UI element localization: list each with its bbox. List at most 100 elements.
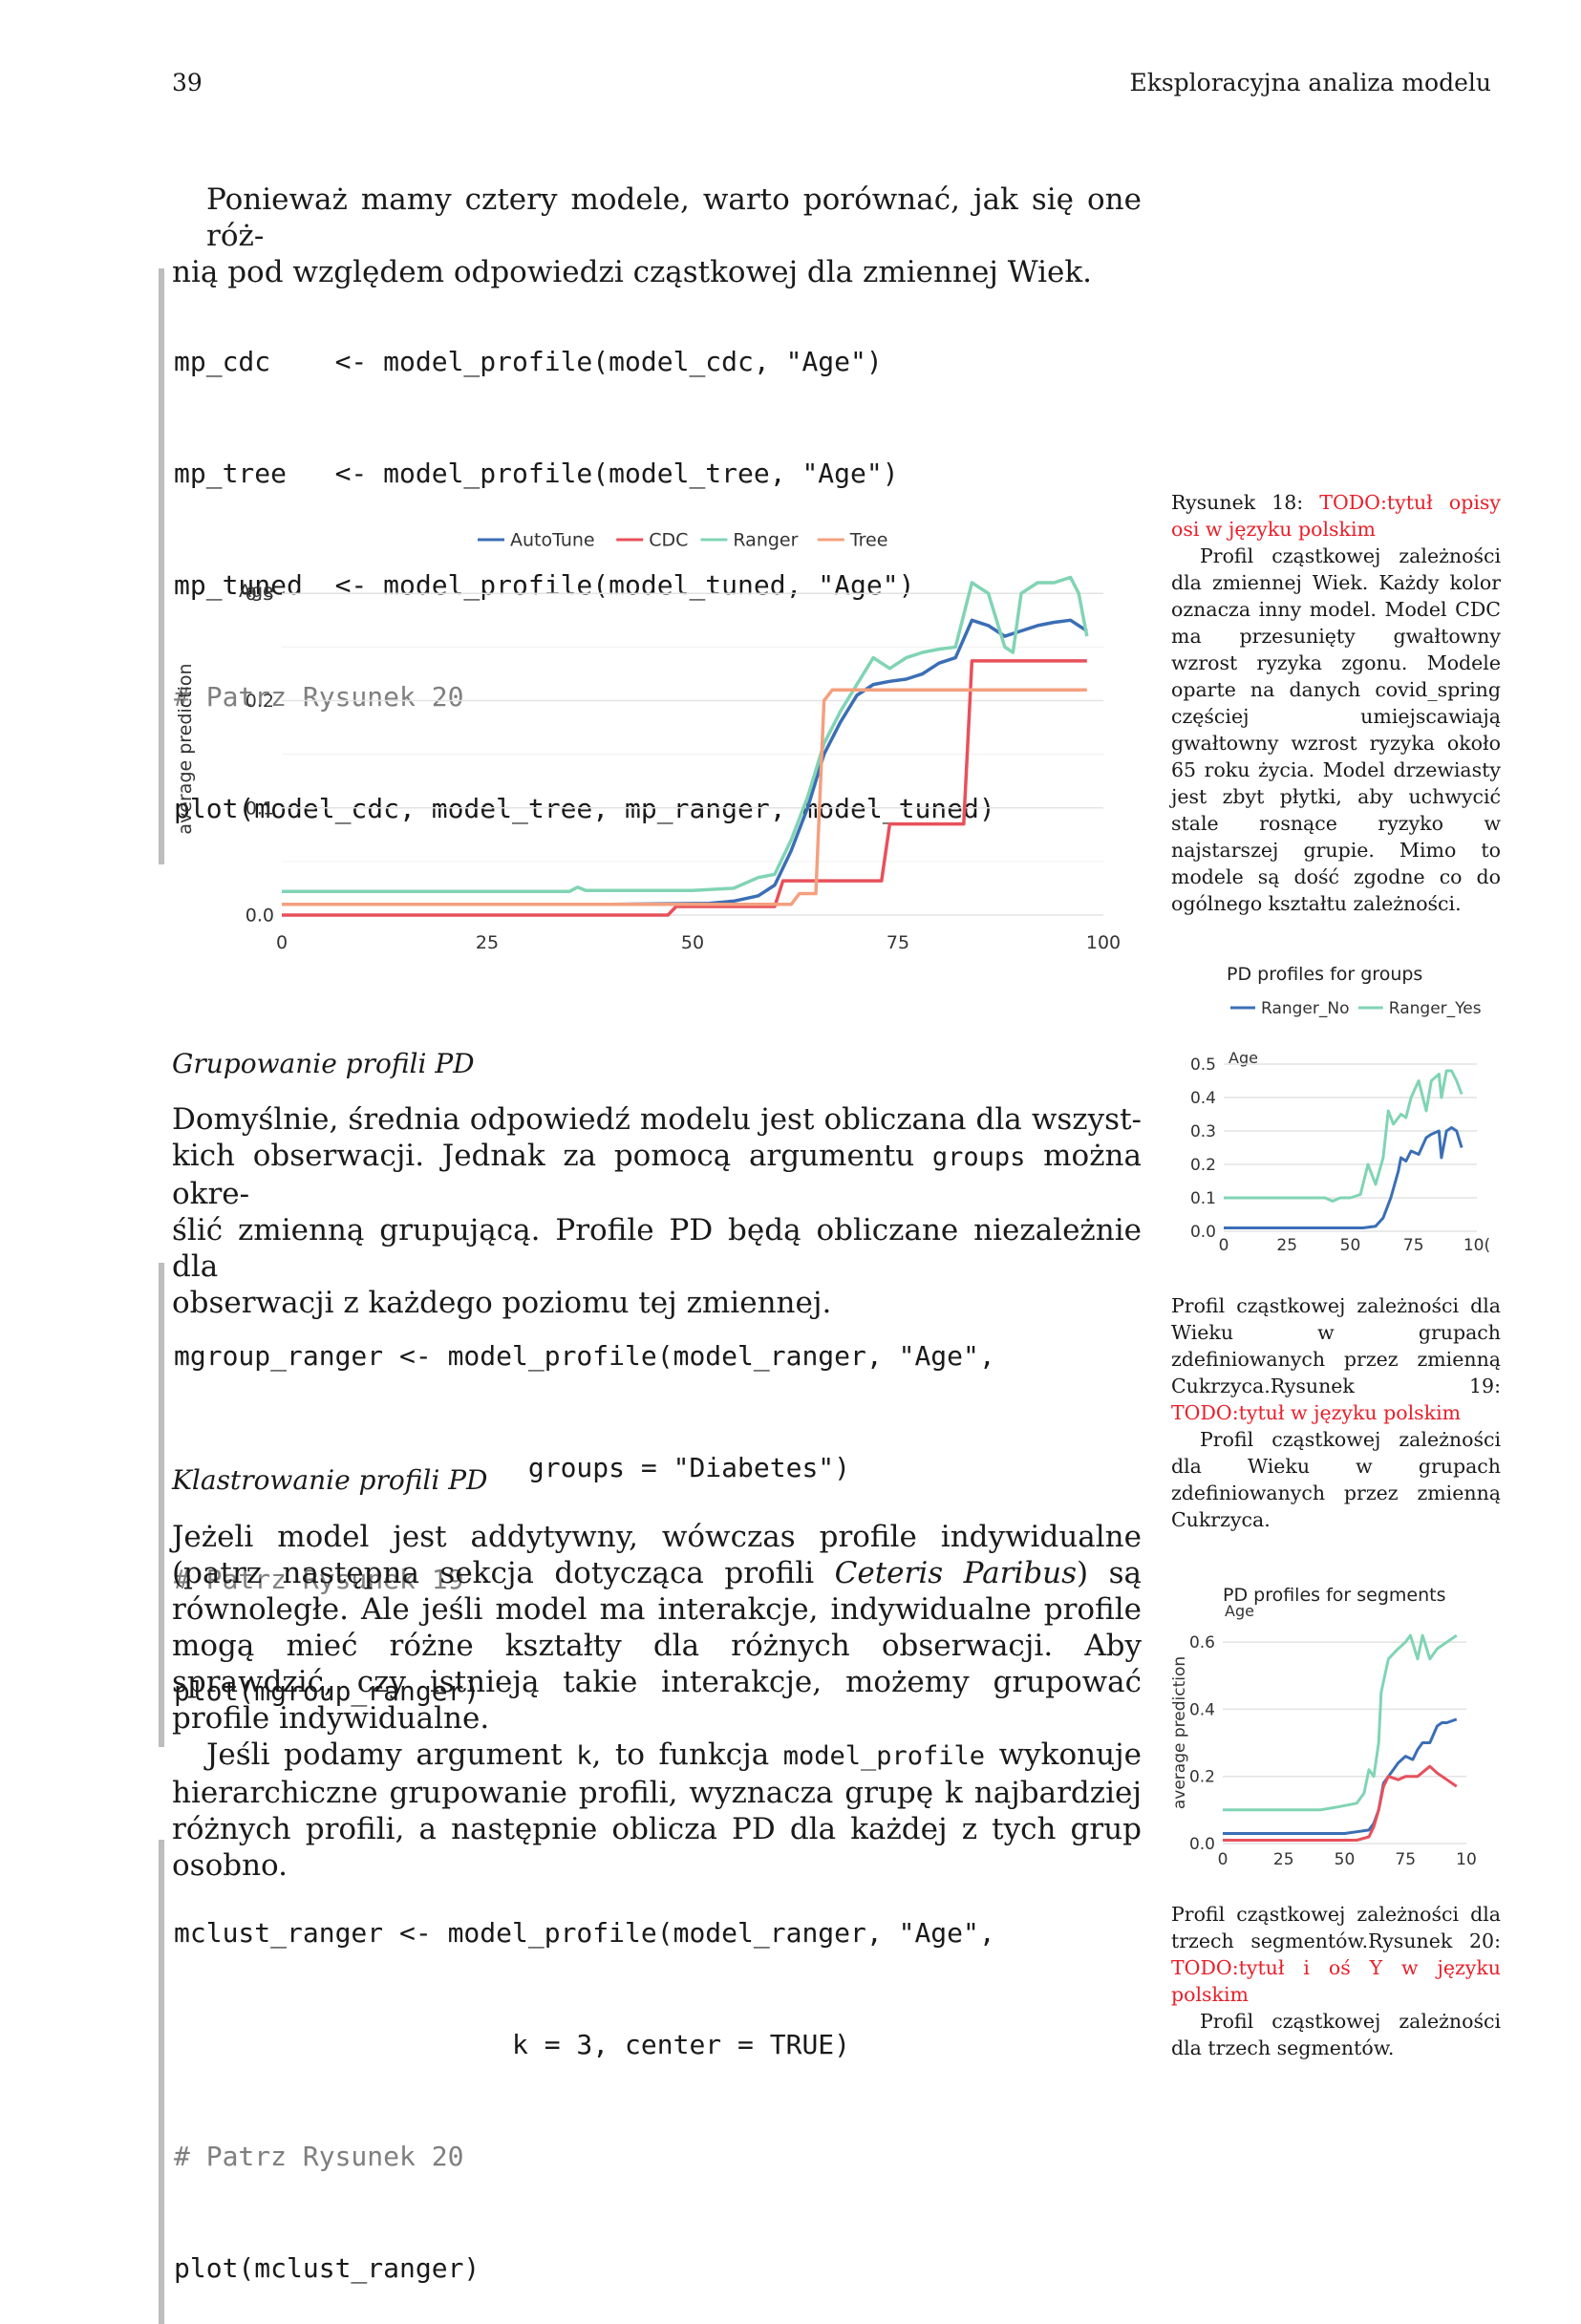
y-tick-label: 0.4 (1189, 1700, 1215, 1719)
groups-line-4: obserwacji z każdego poziomu tej zmienne… (172, 1286, 832, 1320)
intro-line-1: Ponieważ mamy cztery modele, warto porów… (206, 182, 1142, 253)
y-tick-label: 0.6 (1189, 1633, 1215, 1652)
chart-subtitle: Age (239, 581, 274, 602)
text: ) są równoległe. Ale jeśli model ma inte… (172, 1556, 1143, 1736)
y-tick-label: 0.1 (1190, 1189, 1216, 1208)
chart-title: PD profiles for segments (1223, 1585, 1445, 1606)
text: wykonuje hierarchiczne grupowanie profil… (172, 1738, 1142, 1883)
code-block-2: mgroup_ranger <- model_profile(model_ran… (159, 1263, 995, 1747)
figure-18-caption: Rysunek 18: TODO:tytuł opisy osi w język… (1171, 489, 1501, 917)
x-tick-label: 10( (1463, 1236, 1490, 1255)
x-tick-label: 75 (1403, 1236, 1424, 1255)
x-tick-label: 10 (1456, 1850, 1477, 1869)
caption-lead: Profil cząstkowej zależności dla trzech … (1171, 1903, 1501, 1952)
y-tick-label: 0.2 (1190, 1156, 1216, 1175)
series-line-ranger (282, 575, 1089, 894)
inline-code-k: k (576, 1741, 592, 1771)
intro-line-2: nią pod względem odpowiedzi cząstkowej d… (172, 255, 1092, 289)
caption-label: Rysunek 20: (1368, 1930, 1501, 1952)
chart-title: PD profiles for groups (1227, 964, 1422, 985)
pd-profile-chart-age: AutoTune CDC Ranger Tree Age 0.0 0.1 0.2 0.3 0 25 5… (175, 530, 1121, 950)
clusters-paragraph: Jeżeli model jest addytywny, wówczas pro… (172, 1519, 1142, 1884)
caption-label: Rysunek 18: (1171, 491, 1320, 514)
caption-label: Rysunek 19: (1270, 1375, 1501, 1397)
caption-body: Profil cząstkowej zależności dla trzech … (1171, 2010, 1501, 2059)
figure-19-caption: Profil cząstkowej zależności dla Wieku w… (1171, 1292, 1501, 1533)
code-line: mgroup_ranger <- model_profile(model_ran… (174, 1340, 995, 1372)
intro-paragraph: Ponieważ mamy cztery modele, warto porów… (172, 181, 1142, 290)
inline-code-model-profile: model_profile (782, 1741, 986, 1771)
groups-text: kich obserwacji. Jednak za pomocą argume… (172, 1139, 932, 1173)
series-line-segment-3 (1223, 1764, 1458, 1842)
code-line: k = 3, center = TRUE) (174, 2029, 851, 2060)
x-tick-label: 25 (476, 932, 499, 950)
section-title-groups: Grupowanie profili PD (172, 1048, 475, 1079)
code-line: plot(mclust_ranger) (174, 2252, 481, 2284)
x-tick-label: 0 (1219, 1236, 1229, 1255)
y-tick-label: 0.3 (246, 584, 274, 605)
caption-todo: TODO:tytuł i oś Y w języku polskim (1171, 1956, 1501, 2006)
y-tick-label: 0.0 (246, 906, 274, 927)
groups-line-1: Domyślnie, średnia odpowiedź modelu jest… (172, 1102, 1142, 1137)
series-line-ranger_no (1224, 1126, 1463, 1229)
y-tick-label: 0.0 (1190, 1223, 1216, 1242)
code-comment: # Patrz Rysunek 19 (174, 1564, 464, 1595)
text: Jeśli podamy argument (206, 1738, 577, 1772)
x-tick-label: 75 (887, 932, 909, 950)
y-tick-label: 0.5 (1190, 1055, 1216, 1075)
y-axis-label: average prediction (1170, 1656, 1189, 1809)
pd-profiles-groups-chart: PD profiles for groups Ranger_No Ranger_Ye… (1190, 964, 1490, 1255)
y-tick-label: 0.0 (1189, 1835, 1215, 1854)
x-tick-label: 100 (1086, 932, 1121, 950)
y-tick-label: 0.3 (1190, 1122, 1216, 1141)
groups-line-3: ślić zmienną grupującą. Profile PD będą … (172, 1213, 1142, 1284)
code-line: plot(mgroup_ranger) (174, 1675, 481, 1707)
legend-label: Ranger_No (1261, 999, 1350, 1018)
clusters-p1: Jeżeli model jest addytywny, wówczas pro… (172, 1519, 1142, 1737)
text: Jeżeli model jest addytywny, wówczas pro… (172, 1520, 1142, 1590)
x-tick-label: 50 (681, 932, 704, 950)
legend-label: AutoTune (510, 530, 595, 551)
code-block-1: mp_cdc <- model_profile(model_cdc, "Age"… (159, 268, 995, 864)
caption-lead: Profil cząstkowej zależności dla Wieku w… (1171, 1294, 1501, 1397)
legend-label: CDC (649, 530, 688, 551)
italic-term: Ceteris Paribus (834, 1556, 1078, 1590)
code-line: groups = "Diabetes") (174, 1452, 851, 1483)
x-tick-label: 50 (1335, 1850, 1356, 1869)
x-tick-label: 0 (276, 932, 288, 950)
series-line-autotune (282, 618, 1088, 906)
y-tick-label: 0.2 (246, 691, 274, 712)
y-tick-label: 0.4 (1190, 1089, 1216, 1108)
x-tick-label: 0 (1218, 1850, 1228, 1869)
caption-todo: TODO:tytuł opisy osi w języku polskim (1171, 491, 1501, 541)
x-tick-label: 25 (1273, 1850, 1294, 1869)
series-line-cdc (282, 659, 1087, 917)
legend-label: Ranger (733, 530, 798, 551)
y-tick-label: 0.1 (246, 798, 274, 819)
x-tick-label: 25 (1276, 1236, 1297, 1255)
code-line: mclust_ranger <- model_profile(model_ran… (174, 1917, 995, 1949)
caption-body: Profil cząstkowej zależności dla zmienne… (1171, 544, 1501, 915)
chart-subtitle: Age (1225, 1602, 1254, 1620)
series-line-segment-1 (1223, 1633, 1458, 1812)
caption-todo: TODO:tytuł w języku polskim (1171, 1401, 1462, 1424)
code-block-3: mclust_ranger <- model_profile(model_ran… (159, 1840, 995, 2324)
figure-20-caption: Profil cząstkowej zależności dla trzech … (1171, 1901, 1501, 2061)
y-tick-label: 0.2 (1189, 1768, 1215, 1787)
legend-label: Ranger_Yes (1389, 999, 1482, 1018)
clusters-p2: Jeśli podamy argument k, to funkcja mode… (172, 1737, 1142, 1884)
code-line: mp_tree <- model_profile(model_tree, "Ag… (174, 458, 899, 489)
running-title: Eksploracyjna analiza modelu (1129, 69, 1491, 96)
text: , to funkcja (591, 1738, 783, 1772)
legend-label: Tree (849, 530, 888, 551)
page-number: 39 (172, 69, 203, 96)
caption-body: Profil cząstkowej zależności dla Wieku w… (1171, 1428, 1501, 1531)
groups-text: można okre- (172, 1139, 1142, 1211)
y-axis-label: average prediction (175, 663, 196, 834)
groups-paragraph: Domyślnie, średnia odpowiedź modelu jest… (172, 1101, 1142, 1321)
chart-subtitle: Age (1228, 1049, 1258, 1067)
x-tick-label: 50 (1340, 1236, 1361, 1255)
series-line-segment-2 (1223, 1717, 1458, 1835)
code-comment: # Patrz Rysunek 20 (174, 2141, 464, 2172)
